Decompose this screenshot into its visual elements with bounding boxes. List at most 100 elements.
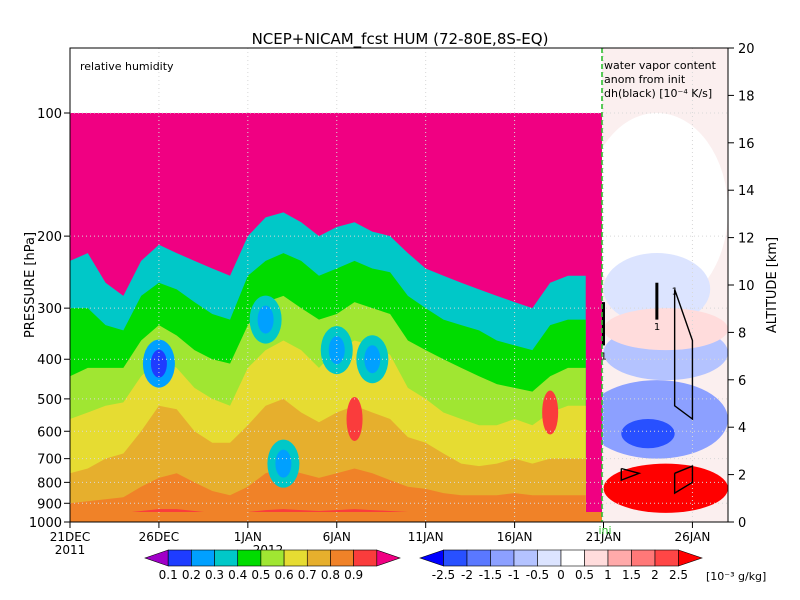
anomaly-colorbar-label: -2.5 — [432, 568, 455, 582]
altitude-tick-label: 4 — [738, 421, 746, 436]
anomaly-region-6 — [603, 463, 728, 513]
anomaly-colorbar-label: -0.5 — [526, 568, 549, 582]
pressure-tick-label: 500 — [37, 393, 62, 408]
anomaly-colorbar-cell — [678, 549, 703, 567]
anomaly-colorbar-label: 1.5 — [622, 568, 641, 582]
anomaly-colorbar-label: 1 — [604, 568, 612, 582]
time-tick-label: 6JAN — [323, 530, 351, 544]
altitude-tick-label: 16 — [738, 137, 755, 152]
humidity-colorbar-cell — [191, 549, 215, 567]
altitude-tick-label: 20 — [738, 42, 755, 57]
pressure-tick-label: 900 — [37, 497, 62, 512]
humidity-colorbar-cell — [283, 549, 308, 567]
humidity-colorbar-cell — [167, 549, 192, 567]
anomaly-colorbar-label: 2.5 — [669, 568, 688, 582]
dh-contours: 1 1 1 — [601, 282, 694, 495]
anomaly-colorbar-cell — [560, 549, 585, 567]
anomaly-colorbar-label: -2 — [461, 568, 473, 582]
pressure-tick-label: 400 — [37, 353, 62, 368]
humidity-colorbar-label: 0.9 — [344, 568, 363, 582]
humidity-band-1 — [70, 468, 586, 522]
altitude-tick-label: 8 — [738, 326, 746, 341]
chart-title: NCEP+NICAM_fcst HUM (72-80E,8S-EQ) — [252, 30, 549, 49]
humidity-field — [70, 113, 602, 522]
pressure-tick-label: 100 — [37, 107, 62, 122]
dh-contour-e — [673, 465, 694, 495]
anomaly-field — [602, 48, 728, 522]
humidity-colorbar-label: 0.6 — [275, 568, 294, 582]
humidity-colorbar-label: 0.5 — [251, 568, 270, 582]
time-tick-label: 26JAN — [675, 530, 711, 544]
altitude-tick-label: 12 — [738, 232, 755, 247]
dh-contour-value-2: 1 — [672, 286, 678, 297]
dry-core-4 — [275, 449, 292, 478]
time-tick-label: 21DEC — [50, 530, 90, 544]
moist-pocket-0 — [346, 397, 363, 442]
anomaly-units-label: [10⁻³ g/kg] — [706, 570, 766, 583]
time-tick-label: 16JAN — [497, 530, 533, 544]
init-label: ini — [598, 524, 611, 537]
anomaly-colorbar: -2.5 -2 -1.5 -1 -0.5 0 0.5 1 1.5 2 2.5 — [419, 549, 703, 582]
humidity-colorbar-label: 0.8 — [321, 568, 340, 582]
humidity-colorbar-cell — [353, 549, 378, 567]
grid-lines — [69, 48, 728, 522]
anomaly-colorbar-cell — [654, 549, 679, 567]
altitude-tick-label: 2 — [738, 469, 746, 484]
anomaly-colorbar-cell — [513, 549, 538, 567]
anomaly-colorbar-cell — [607, 549, 632, 567]
altitude-tick-label: 14 — [738, 184, 755, 199]
y-axis-label-right: ALTITUDE [km] — [765, 237, 780, 333]
humidity-colorbar-cell — [144, 549, 169, 567]
humidity-colorbar-cell — [237, 549, 262, 567]
anomaly-colorbar-label: 0 — [557, 568, 565, 582]
anomaly-colorbar-cell — [584, 549, 609, 567]
humidity-colorbar-label: 0.2 — [182, 568, 201, 582]
time-tick-label: 1JAN — [234, 530, 262, 544]
y-axis-label-left: PRESSURE [hPa] — [23, 232, 38, 338]
time-tick-label: 21JAN — [586, 530, 622, 544]
humidity-colorbar-cell — [260, 549, 285, 567]
humidity-colorbar-label: 0.4 — [228, 568, 247, 582]
humidity-surface-strip — [70, 512, 602, 522]
anomaly-colorbar-label: 0.5 — [575, 568, 594, 582]
altitude-tick-label: 10 — [738, 279, 755, 294]
humidity-colorbar-label: 0.7 — [298, 568, 317, 582]
anomaly-colorbar-cell — [631, 549, 656, 567]
dh-contour-value-1: 1 — [654, 322, 660, 333]
dh-contour-d — [620, 467, 642, 482]
humidity-colorbar-cell — [306, 549, 331, 567]
humidity-colorbar-cell — [214, 549, 239, 567]
pressure-tick-label: 200 — [37, 230, 62, 245]
anomaly-colorbar-cell — [466, 549, 491, 567]
humidity-colorbar-cell — [330, 549, 354, 567]
pressure-axis: 100 200 300 400 500 600 700 800 900 1000 — [29, 107, 70, 531]
left-panel-label: relative humidity — [80, 60, 174, 73]
anomaly-colorbar-cell — [419, 549, 444, 567]
right-panel-label-2: anom from init — [604, 73, 686, 86]
dry-core-0 — [150, 349, 167, 378]
anomaly-colorbar-cell — [490, 549, 515, 567]
right-panel-label-1: water vapor content — [604, 59, 717, 72]
anomaly-colorbar-label: 2 — [651, 568, 659, 582]
anomaly-colorbar-label: -1 — [508, 568, 520, 582]
humidity-colorbar-label: 0.3 — [205, 568, 224, 582]
pressure-tick-label: 600 — [37, 425, 62, 440]
time-axis: 21DEC 26DEC 1JAN 6JAN 11JAN 16JAN 21JAN 26JAN — [50, 522, 711, 544]
anomaly-colorbar-label: -1.5 — [479, 568, 502, 582]
altitude-tick-label: 0 — [738, 516, 746, 531]
dh-contour-value-0: 1 — [601, 352, 607, 363]
pressure-tick-label: 300 — [37, 302, 62, 317]
humidity-colorbar-cell — [376, 549, 401, 567]
anomaly-colorbar-cell — [443, 549, 468, 567]
humidity-colorbar: 0.1 0.2 0.3 0.4 0.5 0.6 0.7 0.8 0.9 — [144, 549, 401, 582]
altitude-tick-label: 18 — [738, 89, 755, 104]
pressure-tick-label: 1000 — [29, 516, 62, 531]
time-tick-label: 11JAN — [408, 530, 444, 544]
pressure-tick-label: 700 — [37, 453, 62, 468]
dry-core-1 — [257, 305, 274, 334]
dry-core-2 — [328, 336, 345, 365]
anomaly-colorbar-cell — [537, 549, 562, 567]
altitude-axis: 0 2 4 6 8 10 12 14 16 18 20 — [728, 42, 755, 531]
pressure-tick-label: 800 — [37, 476, 62, 491]
